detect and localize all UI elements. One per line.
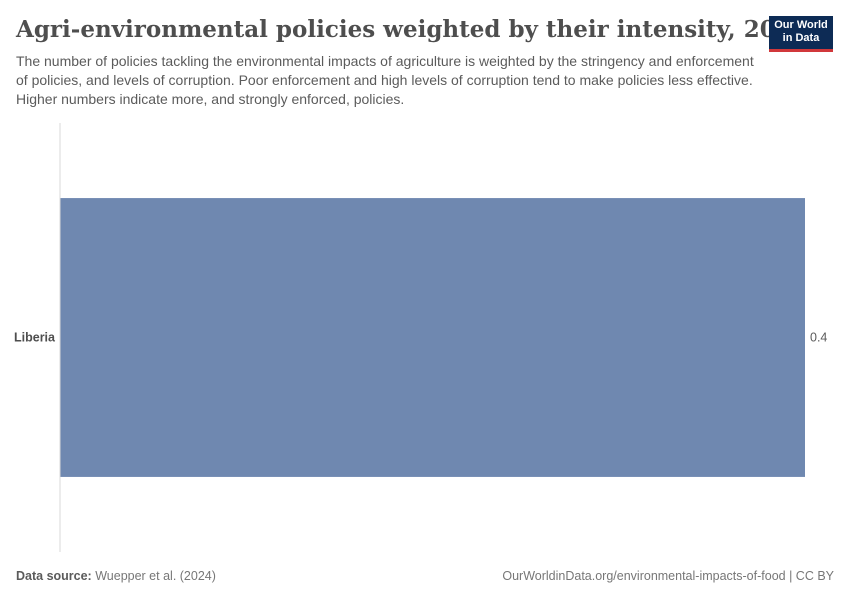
data-source-label: Data source: (16, 569, 92, 583)
logo-line-1: Our World (774, 19, 828, 31)
logo-line-2: in Data (782, 32, 820, 44)
footer-credit[interactable]: OurWorldinData.org/environmental-impacts… (502, 569, 834, 583)
data-source: Data source: Wuepper et al. (2024) (16, 569, 216, 583)
owid-logo[interactable]: Our World in Data (769, 16, 833, 52)
category-label: Liberia (14, 331, 56, 345)
value-label: 0.4 (810, 331, 827, 345)
chart-title: Agri-environmental policies weighted by … (16, 16, 808, 43)
bars-group: Liberia 0.4 (14, 198, 827, 477)
bar-liberia[interactable] (60, 198, 806, 477)
chart-subtitle: The number of policies tackling the envi… (16, 53, 754, 107)
data-source-value: Wuepper et al. (2024) (95, 569, 216, 583)
bar-chart: Liberia 0.4 (14, 123, 827, 552)
